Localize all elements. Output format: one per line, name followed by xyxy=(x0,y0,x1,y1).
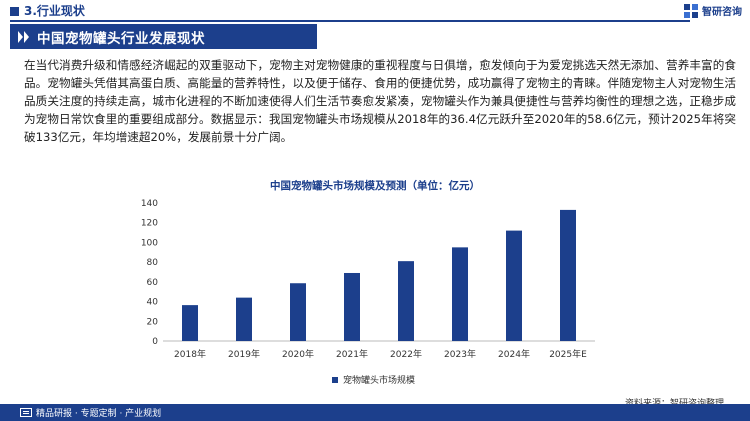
chart-legend: 宠物罐头市场规模 xyxy=(332,373,415,386)
header-divider xyxy=(10,20,690,22)
x-tick-label: 2024年 xyxy=(498,348,530,360)
x-tick-label: 2025年E xyxy=(549,348,587,360)
legend-swatch xyxy=(332,376,338,383)
y-tick-label: 60 xyxy=(147,278,159,288)
footer-bar: 精品研报 · 专题定制 · 产业规划 xyxy=(0,404,750,421)
y-tick-label: 80 xyxy=(147,258,159,268)
bar xyxy=(398,261,414,341)
x-tick-label: 2021年 xyxy=(336,348,368,360)
y-tick-label: 20 xyxy=(147,317,159,327)
y-tick-label: 0 xyxy=(152,337,158,347)
footer-text: 精品研报 · 专题定制 · 产业规划 xyxy=(36,409,162,419)
legend-label: 宠物罐头市场规模 xyxy=(343,376,416,386)
x-tick-label: 2018年 xyxy=(174,348,206,360)
brand-logo: 智研咨询 xyxy=(684,3,742,18)
banner-title: 中国宠物罐头行业发展现状 xyxy=(37,30,205,47)
x-tick-label: 2023年 xyxy=(444,348,476,360)
title-banner: 中国宠物罐头行业发展现状 xyxy=(10,24,317,49)
y-tick-label: 120 xyxy=(141,219,158,229)
brand-logo-text: 智研咨询 xyxy=(702,7,742,18)
y-tick-label: 140 xyxy=(141,199,158,209)
bar xyxy=(182,305,198,341)
x-tick-label: 2019年 xyxy=(228,348,260,360)
bar xyxy=(290,283,306,341)
description-paragraph: 在当代消费升级和情感经济崛起的双重驱动下，宠物主对宠物健康的重视程度与日俱增，愈… xyxy=(24,58,736,144)
x-tick-label: 2020年 xyxy=(282,348,314,360)
bar xyxy=(560,209,576,341)
bar xyxy=(452,247,468,341)
y-tick-label: 40 xyxy=(147,298,159,308)
section-header: 3.行业现状 xyxy=(10,3,85,19)
x-tick-label: 2022年 xyxy=(390,348,422,360)
banner-arrows-icon xyxy=(18,30,32,43)
chart-title: 中国宠物罐头市场规模及预测（单位：亿元） xyxy=(270,180,480,192)
bar xyxy=(236,297,252,341)
report-icon xyxy=(20,408,32,417)
bar xyxy=(506,230,522,341)
bar xyxy=(344,272,360,341)
section-marker-icon xyxy=(10,6,19,16)
section-title: 3.行业现状 xyxy=(24,4,85,18)
brand-logo-icon xyxy=(684,3,698,18)
y-tick-label: 100 xyxy=(141,238,158,248)
